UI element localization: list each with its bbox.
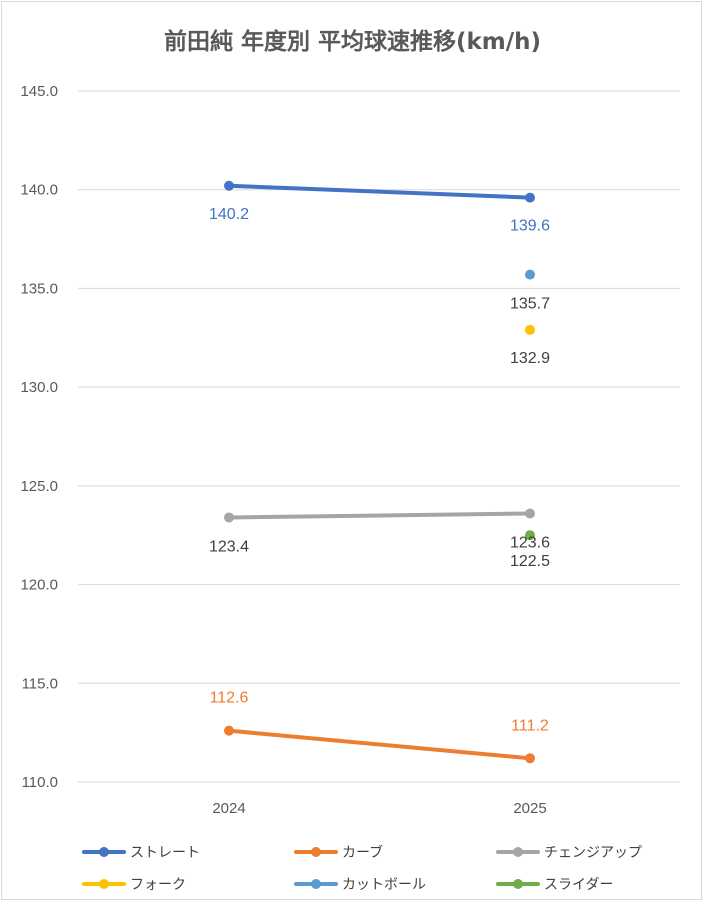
data-point <box>525 753 535 764</box>
data-labels: 140.2 139.6 112.6 111.2 123.4 123.6 132.9 135.7… <box>209 206 550 735</box>
gridlines <box>78 90 680 783</box>
y-tick-label: 125.0 <box>20 478 58 495</box>
y-tick-label: 145.0 <box>20 83 58 100</box>
legend-label: カーブ <box>342 844 383 861</box>
data-point <box>525 269 535 280</box>
legend-swatch-marker <box>513 847 523 857</box>
legend-swatch-marker <box>513 879 523 889</box>
legend-swatch-marker <box>311 879 321 889</box>
legend-label: ストレート <box>130 845 200 861</box>
legend-swatch-marker <box>99 847 109 857</box>
x-axis-ticks: 2024 2025 <box>212 800 546 817</box>
legend-label: スライダー <box>544 877 613 893</box>
series-line <box>227 511 532 520</box>
data-label: 132.9 <box>510 350 550 367</box>
data-label: 123.6 <box>510 534 550 551</box>
series-group <box>224 180 535 764</box>
data-point <box>525 324 535 335</box>
legend-item: ストレート <box>82 845 200 861</box>
legend-item: カーブ <box>294 844 383 861</box>
legend-item: チェンジアップ <box>496 845 642 861</box>
series-line <box>227 183 532 200</box>
y-tick-label: 110.0 <box>22 774 58 791</box>
x-tick-label: 2024 <box>212 800 245 817</box>
data-point <box>224 512 234 523</box>
legend-swatch-marker <box>311 847 321 857</box>
legend-label: カットボール <box>342 877 426 893</box>
data-label: 112.6 <box>210 690 249 707</box>
data-label: 123.4 <box>209 538 249 555</box>
y-axis-ticks: 110.0 115.0 120.0 125.0 130.0 135.0 140.0 145.0 <box>20 83 58 791</box>
chart-title: 前田純 年度別 平均球速推移(km/h) <box>163 29 542 55</box>
data-point <box>525 508 535 519</box>
data-point <box>224 180 234 191</box>
y-tick-label: 140.0 <box>20 182 58 199</box>
data-label: 135.7 <box>510 296 550 313</box>
data-point <box>224 725 234 736</box>
data-label: 139.6 <box>510 218 550 235</box>
data-label: 122.5 <box>510 553 550 570</box>
data-label: 111.2 <box>511 717 549 734</box>
y-tick-label: 130.0 <box>20 379 58 396</box>
legend-swatch-marker <box>99 879 109 889</box>
data-point <box>525 192 535 203</box>
y-tick-label: 120.0 <box>20 577 58 594</box>
legend-label: チェンジアップ <box>544 845 642 861</box>
x-tick-label: 2025 <box>513 800 546 817</box>
legend-item: スライダー <box>496 877 613 893</box>
series-line <box>227 728 532 761</box>
data-point <box>525 530 535 541</box>
y-tick-label: 135.0 <box>20 280 58 297</box>
data-label: 140.2 <box>209 206 249 223</box>
legend-item: カットボール <box>294 877 426 893</box>
y-tick-label: 115.0 <box>22 675 58 692</box>
legend-label: フォーク <box>130 877 186 893</box>
legend-item: フォーク <box>82 877 186 893</box>
